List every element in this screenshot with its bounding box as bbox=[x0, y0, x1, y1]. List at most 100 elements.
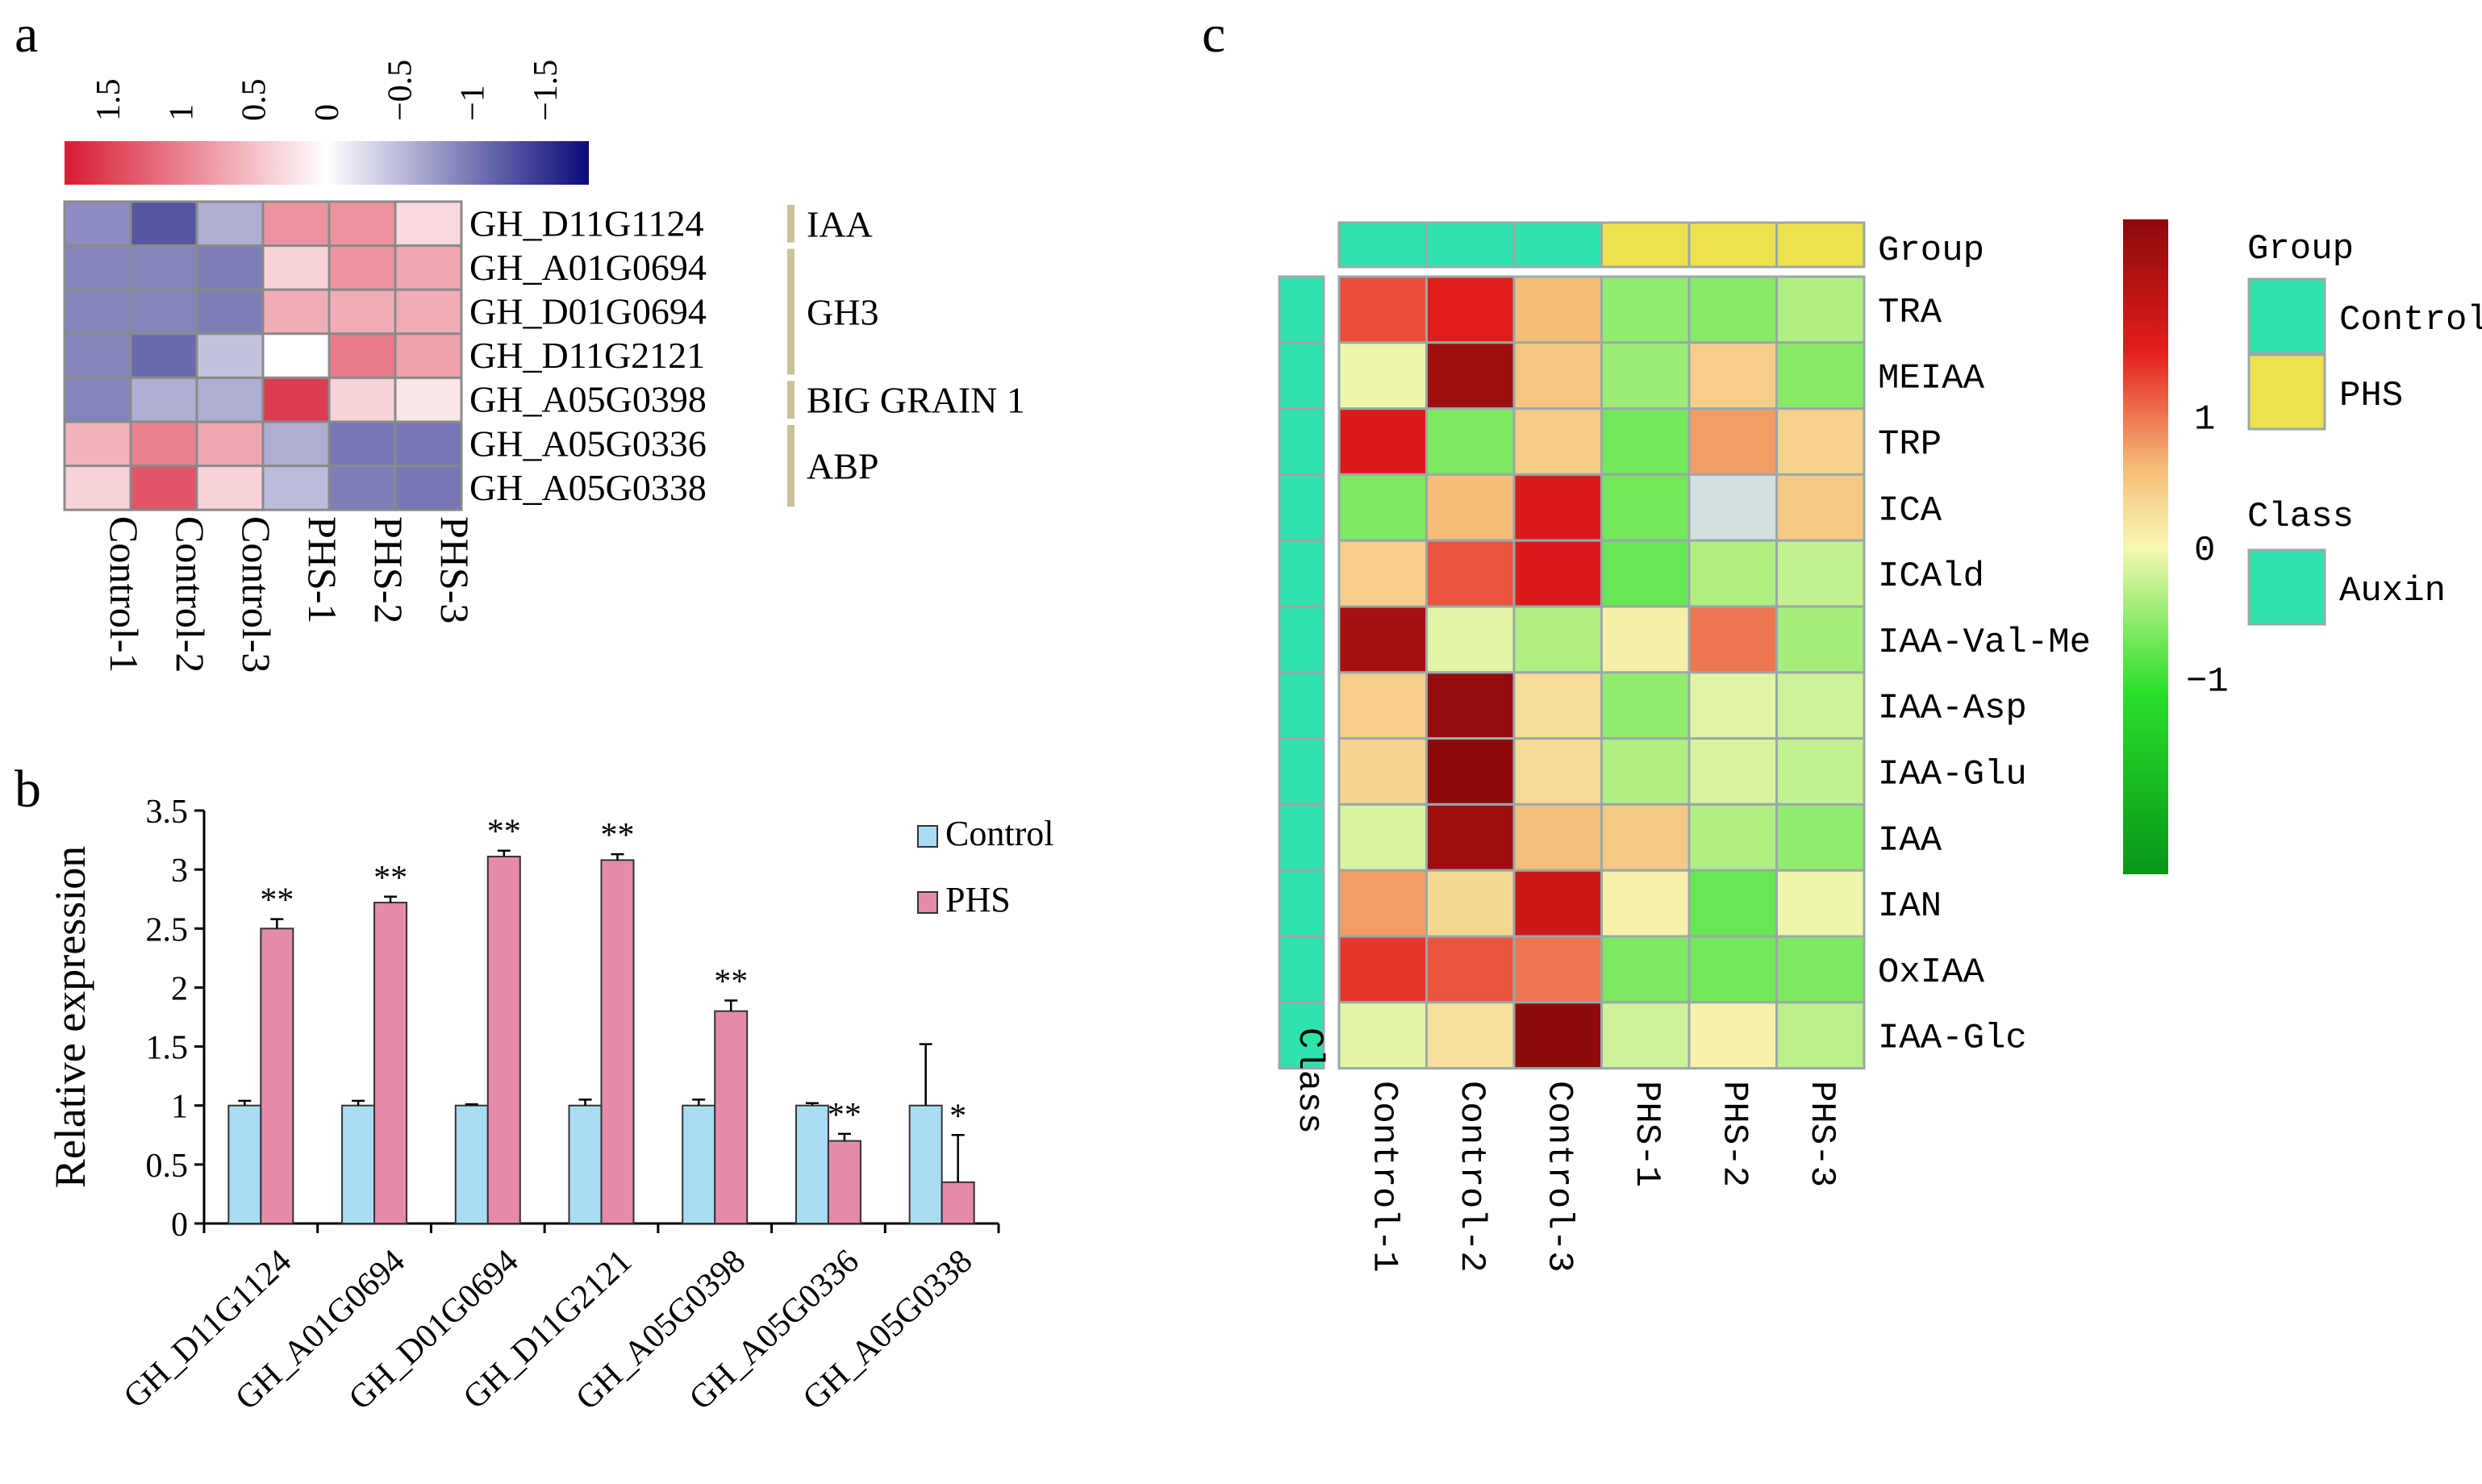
panel-c-heatmap-cell bbox=[1600, 407, 1691, 476]
panel-c-row-label: IAN bbox=[1878, 886, 1942, 927]
panel-b-y-tick-label: 1.5 bbox=[146, 1030, 189, 1067]
panel-c-heatmap-cell bbox=[1512, 605, 1603, 674]
panel-a-heatmap-cell bbox=[327, 420, 397, 468]
panel-c-heatmap-cell bbox=[1600, 473, 1691, 542]
panel-a-heatmap-cell bbox=[195, 200, 265, 248]
panel-c-heatmap-cell bbox=[1775, 802, 1866, 872]
panel-a-heatmap-cell bbox=[195, 244, 265, 291]
panel-c-heatmap-cell bbox=[1687, 1001, 1778, 1070]
panel-a-group-label: ABP bbox=[807, 446, 878, 487]
panel-c-row-label: IAA-Glu bbox=[1878, 755, 2027, 795]
panel-c-heatmap-cell bbox=[1337, 869, 1428, 938]
panel-a-scale-ticks: 1.5 1 0.5 0 −0.5 −1 −1.5 bbox=[90, 60, 565, 121]
panel-a-heatmap-cell bbox=[63, 200, 132, 248]
panel-a-row-label: GH_A05G0398 bbox=[469, 379, 707, 420]
panel-c-heatmap-cell bbox=[1600, 605, 1691, 674]
panel-c-class-cell bbox=[1278, 737, 1325, 806]
panel-a-column-label: Control-1 bbox=[102, 516, 147, 673]
panel-c-class-cell bbox=[1278, 1001, 1325, 1070]
panel-c-heatmap-cell bbox=[1687, 671, 1778, 740]
panel-c-row-label: MEIAA bbox=[1878, 359, 1985, 399]
panel-c-heatmap-cell bbox=[1775, 737, 1866, 806]
panel-b-legend: Control PHS bbox=[917, 814, 1053, 919]
panel-a-heatmap-cell bbox=[327, 376, 397, 423]
panel-a-heatmap: 1.5 1 0.5 0 −0.5 −1 −1.5 GH_D11G1124GH_A01G069… bbox=[63, 60, 1025, 673]
panel-a-column-labels: Control-1 Control-2 Control-3 PHS-1 PHS-2 PHS… bbox=[102, 516, 478, 673]
panel-b-y-tick-label: 0.5 bbox=[146, 1148, 189, 1185]
panel-b-y-tick-label: 3.5 bbox=[146, 794, 189, 831]
panel-a-heatmap-cell bbox=[394, 200, 463, 248]
panel-a-heatmap-cell bbox=[195, 465, 265, 511]
panel-a-scale-tick-label: 0.5 bbox=[236, 79, 273, 122]
panel-a-heatmap-cell bbox=[129, 332, 198, 379]
panel-c-row-label: IAA bbox=[1878, 820, 1942, 861]
panel-c-heatmap-cell bbox=[1600, 671, 1691, 740]
panel-label-c: c bbox=[1202, 5, 1225, 64]
panel-label-b: b bbox=[15, 760, 41, 819]
panel-a-color-scale-bar bbox=[65, 141, 589, 185]
panel-a-heatmap-cell bbox=[327, 465, 397, 511]
panel-a-heatmap-cell bbox=[327, 332, 397, 379]
panel-b-legend-swatch bbox=[917, 825, 938, 848]
panel-a-group-labels: IAA GH3 BIG GRAIN 1 ABP bbox=[787, 203, 1025, 507]
panel-c-heatmap-cell bbox=[1512, 935, 1603, 1004]
panel-c-group-cell bbox=[1687, 221, 1778, 269]
panel-a-heatmap-cell bbox=[261, 200, 331, 248]
panel-c-class-cell bbox=[1278, 539, 1325, 608]
panel-c-heatmap-cell bbox=[1687, 407, 1778, 476]
panel-c-heatmap-cell bbox=[1337, 605, 1428, 674]
panel-b-bar-phs bbox=[600, 859, 635, 1224]
panel-a-row-label: GH_A01G0694 bbox=[469, 247, 707, 288]
panel-c-heatmap-cell bbox=[1425, 671, 1516, 740]
panel-a-heatmap-cell bbox=[394, 288, 463, 336]
panel-c-legend: Group Control PHS Class Auxin bbox=[2247, 229, 2482, 626]
panel-c-legend-label: Control bbox=[2339, 300, 2482, 340]
panel-b-bar-phs bbox=[260, 928, 294, 1225]
panel-c-color-scale-bar bbox=[2123, 219, 2168, 874]
panel-c-scale-tick-label: 0 bbox=[2194, 531, 2215, 571]
panel-c-heatmap-cell bbox=[1687, 935, 1778, 1004]
panel-b-bar-control bbox=[908, 1104, 943, 1224]
panel-c-row-label: ICAld bbox=[1878, 556, 1984, 597]
panel-c-column-label: Control-2 bbox=[1451, 1081, 1491, 1273]
panel-a-heatmap-cell bbox=[63, 465, 132, 511]
panel-c-heatmap-cell bbox=[1687, 341, 1778, 411]
panel-c-labels: Group TRA MEIAA TRP ICA ICAld IAA-Val-Me IAA-As… bbox=[1289, 231, 2091, 1273]
panel-a-column-label: PHS-1 bbox=[300, 516, 345, 623]
panel-c-heatmap-cell bbox=[1687, 275, 1778, 344]
panel-b-y-tick-label: 3 bbox=[171, 852, 188, 890]
panel-c-group-bar-label: Group bbox=[1878, 231, 1984, 271]
panel-b-axes: 0 0.5 1 1.5 2 2.5 3 3.5 Relative expression bbox=[46, 794, 1000, 1244]
panel-c-column-label: Control-3 bbox=[1538, 1081, 1579, 1273]
panel-c-class-cell bbox=[1278, 275, 1325, 344]
panel-a-cells bbox=[63, 200, 463, 511]
panel-c-heatmap-cell bbox=[1425, 1001, 1516, 1070]
panel-c-heatmap-cell bbox=[1425, 605, 1516, 674]
panel-c-heatmap-cell bbox=[1337, 737, 1428, 806]
panel-c-legend-class-title: Class bbox=[2247, 497, 2354, 537]
panel-b-significance-label: ** bbox=[373, 860, 407, 897]
panel-b-significance-label: ** bbox=[487, 814, 521, 851]
panel-c-heatmap-cell bbox=[1337, 539, 1428, 608]
panel-c-heatmap-cell bbox=[1775, 935, 1866, 1004]
panel-a-heatmap-cell bbox=[394, 465, 463, 511]
panel-c-heatmap-cell bbox=[1600, 869, 1691, 938]
panel-c-heatmap-cell bbox=[1512, 275, 1603, 344]
panel-a-scale-tick-label: 1 bbox=[163, 104, 200, 121]
panel-c-heatmap-cell bbox=[1775, 539, 1866, 608]
panel-c-class-cell bbox=[1278, 605, 1325, 674]
panel-b-bar-control bbox=[568, 1104, 603, 1224]
panel-c-heatmap-cell bbox=[1775, 605, 1866, 674]
panel-b-legend-label: PHS bbox=[945, 880, 1011, 919]
panel-c-heatmap-cell bbox=[1337, 935, 1428, 1004]
panel-c-legend-label: PHS bbox=[2339, 376, 2403, 416]
panel-c-heatmap-cell bbox=[1425, 407, 1516, 476]
panel-a-heatmap-cell bbox=[261, 288, 331, 336]
panel-c-heatmap-cell bbox=[1425, 341, 1516, 411]
panel-a-heatmap-cell bbox=[129, 420, 198, 468]
panel-a-row-label: GH_D11G1124 bbox=[469, 202, 703, 244]
panel-c-legend-swatch bbox=[2247, 353, 2326, 431]
panel-a-heatmap-cell bbox=[261, 332, 331, 379]
panel-c-group-cell bbox=[1337, 221, 1428, 269]
